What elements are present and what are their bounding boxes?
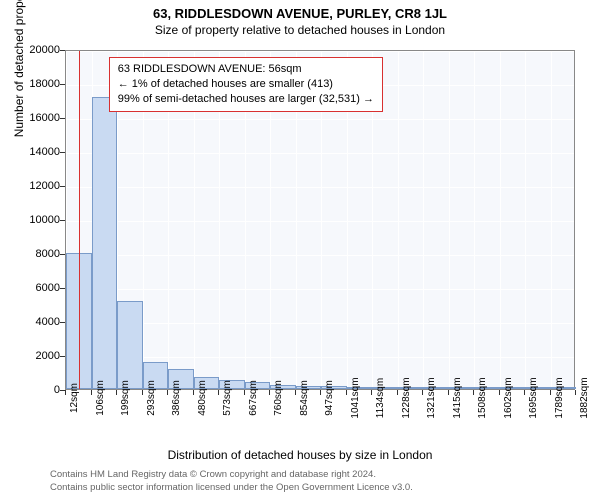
x-tick-label: 947sqm — [324, 380, 335, 416]
y-tick-label: 2000 — [10, 350, 60, 362]
reference-annotation-box: 63 RIDDLESDOWN AVENUE: 56sqm ← 1% of det… — [109, 57, 383, 112]
y-tick-label: 12000 — [10, 180, 60, 192]
histogram-bar — [117, 301, 143, 389]
x-tick-label: 573sqm — [222, 380, 233, 416]
x-tick-label: 199sqm — [120, 380, 131, 416]
x-tick-label: 1041sqm — [350, 377, 361, 418]
x-tick-label: 760sqm — [273, 380, 284, 416]
page-title: 63, RIDDLESDOWN AVENUE, PURLEY, CR8 1JL — [0, 0, 600, 21]
y-tick-label: 16000 — [10, 112, 60, 124]
y-tick-label: 8000 — [10, 248, 60, 260]
x-axis-label: Distribution of detached houses by size … — [0, 448, 600, 462]
chart-plot-area: 63 RIDDLESDOWN AVENUE: 56sqm ← 1% of det… — [65, 50, 575, 390]
y-tick-label: 4000 — [10, 316, 60, 328]
x-tick-label: 667sqm — [248, 380, 259, 416]
x-tick-label: 854sqm — [299, 380, 310, 416]
x-tick-label: 1228sqm — [401, 377, 412, 418]
footer-line-1: Contains HM Land Registry data © Crown c… — [50, 469, 413, 481]
page-subtitle: Size of property relative to detached ho… — [0, 21, 600, 37]
x-tick-label: 1321sqm — [426, 377, 437, 418]
y-tick-label: 18000 — [10, 78, 60, 90]
x-tick-label: 1602sqm — [503, 377, 514, 418]
y-tick-label: 14000 — [10, 146, 60, 158]
x-tick-label: 1695sqm — [528, 377, 539, 418]
x-tick-label: 293sqm — [146, 380, 157, 416]
annotation-line-2: ← 1% of detached houses are smaller (413… — [118, 77, 374, 92]
y-tick-label: 20000 — [10, 44, 60, 56]
x-tick-label: 386sqm — [171, 380, 182, 416]
x-tick-label: 12sqm — [69, 383, 80, 413]
annotation-line-3: 99% of semi-detached houses are larger (… — [118, 92, 374, 107]
x-tick-label: 480sqm — [197, 380, 208, 416]
footer-line-2: Contains public sector information licen… — [50, 482, 413, 494]
y-tick-label: 10000 — [10, 214, 60, 226]
x-tick-label: 1882sqm — [579, 377, 590, 418]
x-tick-label: 106sqm — [95, 380, 106, 416]
y-tick-label: 6000 — [10, 282, 60, 294]
annotation-line-1: 63 RIDDLESDOWN AVENUE: 56sqm — [118, 62, 374, 77]
y-tick-label: 0 — [10, 384, 60, 396]
reference-line — [79, 51, 81, 389]
x-tick-label: 1508sqm — [477, 377, 488, 418]
x-tick-label: 1415sqm — [452, 377, 463, 418]
footer-attribution: Contains HM Land Registry data © Crown c… — [50, 469, 413, 494]
x-tick-label: 1134sqm — [375, 378, 386, 418]
histogram-bar — [92, 97, 118, 389]
x-tick-label: 1789sqm — [554, 377, 565, 418]
